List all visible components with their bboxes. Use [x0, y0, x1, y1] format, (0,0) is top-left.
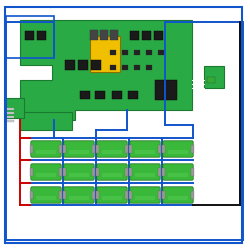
Bar [6, 16, 54, 58]
Bar [142, 31, 151, 40]
Bar [59, 168, 62, 176]
Bar [125, 145, 128, 153]
Bar [30, 168, 33, 176]
Bar [146, 50, 152, 55]
FancyBboxPatch shape [97, 187, 127, 203]
Bar [30, 145, 33, 153]
Bar [158, 50, 164, 55]
Bar [59, 191, 62, 199]
Bar [128, 91, 138, 99]
Bar [100, 30, 108, 40]
FancyBboxPatch shape [97, 164, 127, 180]
Bar [129, 168, 132, 176]
Bar [65, 60, 75, 70]
Bar [122, 50, 128, 55]
Bar [69, 196, 89, 200]
Bar [92, 168, 95, 176]
Bar [162, 191, 165, 199]
FancyBboxPatch shape [163, 141, 193, 157]
FancyBboxPatch shape [64, 164, 94, 180]
FancyBboxPatch shape [130, 164, 160, 180]
Bar [96, 191, 99, 199]
Bar [102, 173, 122, 177]
Bar [125, 191, 128, 199]
Bar [112, 91, 122, 99]
Bar [154, 31, 163, 40]
Bar [92, 191, 95, 199]
Bar [110, 65, 116, 70]
Bar [6, 116, 14, 118]
Bar [80, 91, 90, 99]
Bar [6, 112, 14, 114]
Bar [63, 191, 66, 199]
Bar [90, 30, 98, 40]
Bar [20, 112, 72, 130]
FancyBboxPatch shape [64, 187, 94, 203]
Bar [134, 65, 140, 70]
Bar [162, 168, 165, 176]
Bar [102, 150, 122, 154]
Bar [191, 191, 194, 199]
Bar [125, 168, 128, 176]
Bar [102, 196, 122, 200]
Bar [6, 120, 14, 122]
Bar [36, 196, 56, 200]
Bar [158, 145, 161, 153]
Bar [96, 145, 99, 153]
FancyBboxPatch shape [130, 187, 160, 203]
Bar [59, 145, 62, 153]
Bar [162, 145, 165, 153]
Bar [129, 191, 132, 199]
Bar [191, 145, 194, 153]
Bar [110, 50, 116, 55]
Bar [168, 196, 188, 200]
Bar [6, 108, 14, 110]
Bar [135, 173, 155, 177]
FancyBboxPatch shape [31, 141, 61, 157]
Polygon shape [20, 20, 192, 120]
Bar [69, 173, 89, 177]
Bar [6, 98, 24, 118]
Bar [207, 77, 215, 83]
Bar [135, 196, 155, 200]
Bar [134, 50, 140, 55]
Bar [36, 150, 56, 154]
Bar [78, 60, 88, 70]
Bar [37, 31, 46, 40]
FancyBboxPatch shape [31, 187, 61, 203]
Bar [122, 65, 128, 70]
Bar [91, 60, 101, 70]
FancyBboxPatch shape [163, 164, 193, 180]
FancyBboxPatch shape [64, 141, 94, 157]
Bar [168, 150, 188, 154]
Bar [155, 80, 177, 100]
FancyBboxPatch shape [163, 187, 193, 203]
Bar [63, 168, 66, 176]
Bar [130, 31, 139, 40]
FancyBboxPatch shape [130, 141, 160, 157]
Bar [110, 30, 118, 40]
Bar [92, 145, 95, 153]
Bar [96, 168, 99, 176]
Bar [204, 66, 224, 88]
Bar [191, 168, 194, 176]
FancyBboxPatch shape [97, 141, 127, 157]
Bar [158, 168, 161, 176]
Bar [168, 173, 188, 177]
Bar [158, 191, 161, 199]
Bar [90, 36, 120, 72]
Bar [30, 191, 33, 199]
Bar [36, 173, 56, 177]
Bar [95, 91, 105, 99]
Bar [129, 145, 132, 153]
Bar [63, 145, 66, 153]
Bar [25, 31, 34, 40]
FancyBboxPatch shape [31, 164, 61, 180]
Bar [69, 150, 89, 154]
Bar [135, 150, 155, 154]
Bar [146, 65, 152, 70]
